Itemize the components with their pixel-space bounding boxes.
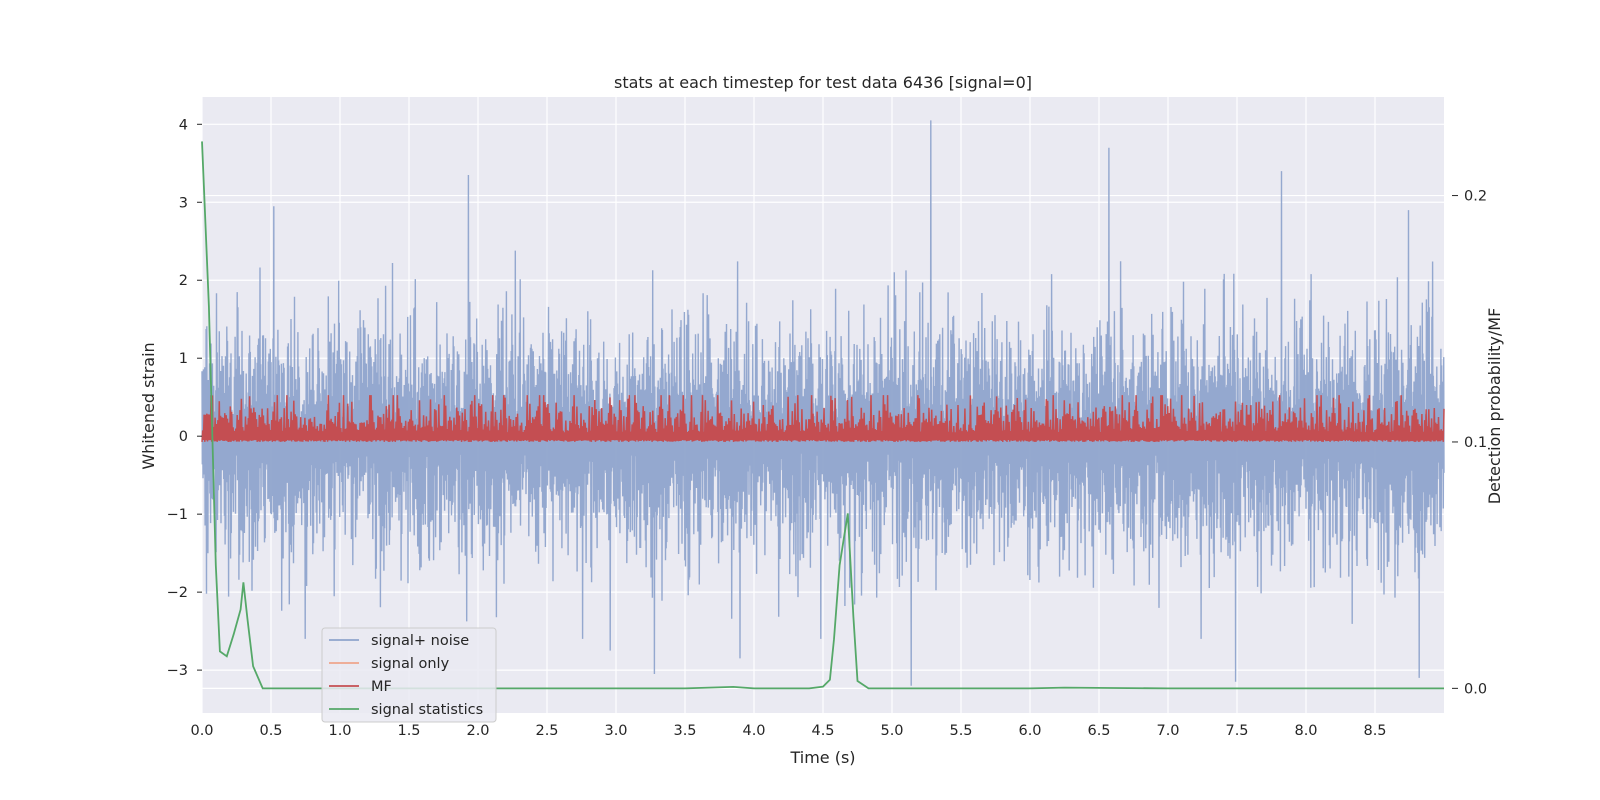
x-tick-label: 4.5	[811, 723, 834, 739]
x-tick-label: 8.5	[1363, 723, 1386, 739]
x-tick-label: 2.5	[535, 723, 558, 739]
y-tick-label: −2	[167, 585, 188, 601]
y2-axis-title: Detection probability/MF	[1485, 308, 1504, 505]
y2-tick-label: 0.2	[1464, 189, 1487, 205]
x-tick-label: 5.5	[949, 723, 972, 739]
y-tick-label: 4	[179, 117, 188, 133]
x-tick-label: 3.5	[673, 723, 696, 739]
x-tick-label: 6.0	[1018, 723, 1041, 739]
x-tick-label: 2.0	[466, 723, 489, 739]
x-tick-label: 7.5	[1225, 723, 1248, 739]
y-axis-title: Whitened strain	[139, 342, 158, 469]
legend-label-signal-noise: signal+ noise	[371, 633, 469, 649]
y-tick-label: 3	[179, 195, 188, 211]
x-tick-label: 7.0	[1156, 723, 1179, 739]
x-tick-label: 0.0	[190, 723, 213, 739]
legend-box	[321, 627, 497, 723]
legend-label-mf: MF	[371, 679, 392, 695]
x-axis-title: Time (s)	[789, 748, 855, 767]
legend-label-signal-statistics: signal statistics	[371, 702, 483, 718]
x-tick-label: 0.5	[259, 723, 282, 739]
x-tick-label: 5.0	[880, 723, 903, 739]
x-tick-label: 4.0	[742, 723, 765, 739]
series-signal-statistics	[201, 141, 1444, 690]
x-axis-ticks: 0.0 0.5 1.0 1.5 2.0 2.5 3.0 3.5 4.0 4.5 5.0 5.5 6.0 6…	[190, 723, 1386, 739]
x-tick-label: 6.5	[1087, 723, 1110, 739]
y-tick-label: 2	[179, 273, 188, 289]
x-tick-label: 1.0	[328, 723, 351, 739]
y-tick-label: 1	[179, 351, 188, 367]
line-mf	[201, 395, 1445, 443]
x-tick-label: 1.5	[397, 723, 420, 739]
y-tick-label: 0	[179, 429, 188, 445]
series-mf	[201, 395, 1445, 443]
line-signal-statistics	[201, 141, 1444, 690]
y2-tick-label: 0.0	[1464, 681, 1487, 697]
x-tick-label: 8.0	[1294, 723, 1317, 739]
legend-label-signal-only: signal only	[371, 656, 450, 672]
chart-title: stats at each timestep for test data 643…	[614, 73, 1032, 92]
x-tick-label: 3.0	[604, 723, 627, 739]
y2-tick-label: 0.1	[1464, 435, 1487, 451]
y-tick-label: −1	[167, 507, 188, 523]
y-axis-ticks: 4 3 2 1 0 −1 −2 −3	[167, 117, 202, 679]
y2-axis-ticks: 0.2 0.1 0.0	[1452, 189, 1487, 697]
legend: signal+ noise signal only MF signal stat…	[321, 627, 497, 723]
y-tick-label: −3	[167, 663, 188, 679]
line-signal-noise	[201, 120, 1445, 686]
